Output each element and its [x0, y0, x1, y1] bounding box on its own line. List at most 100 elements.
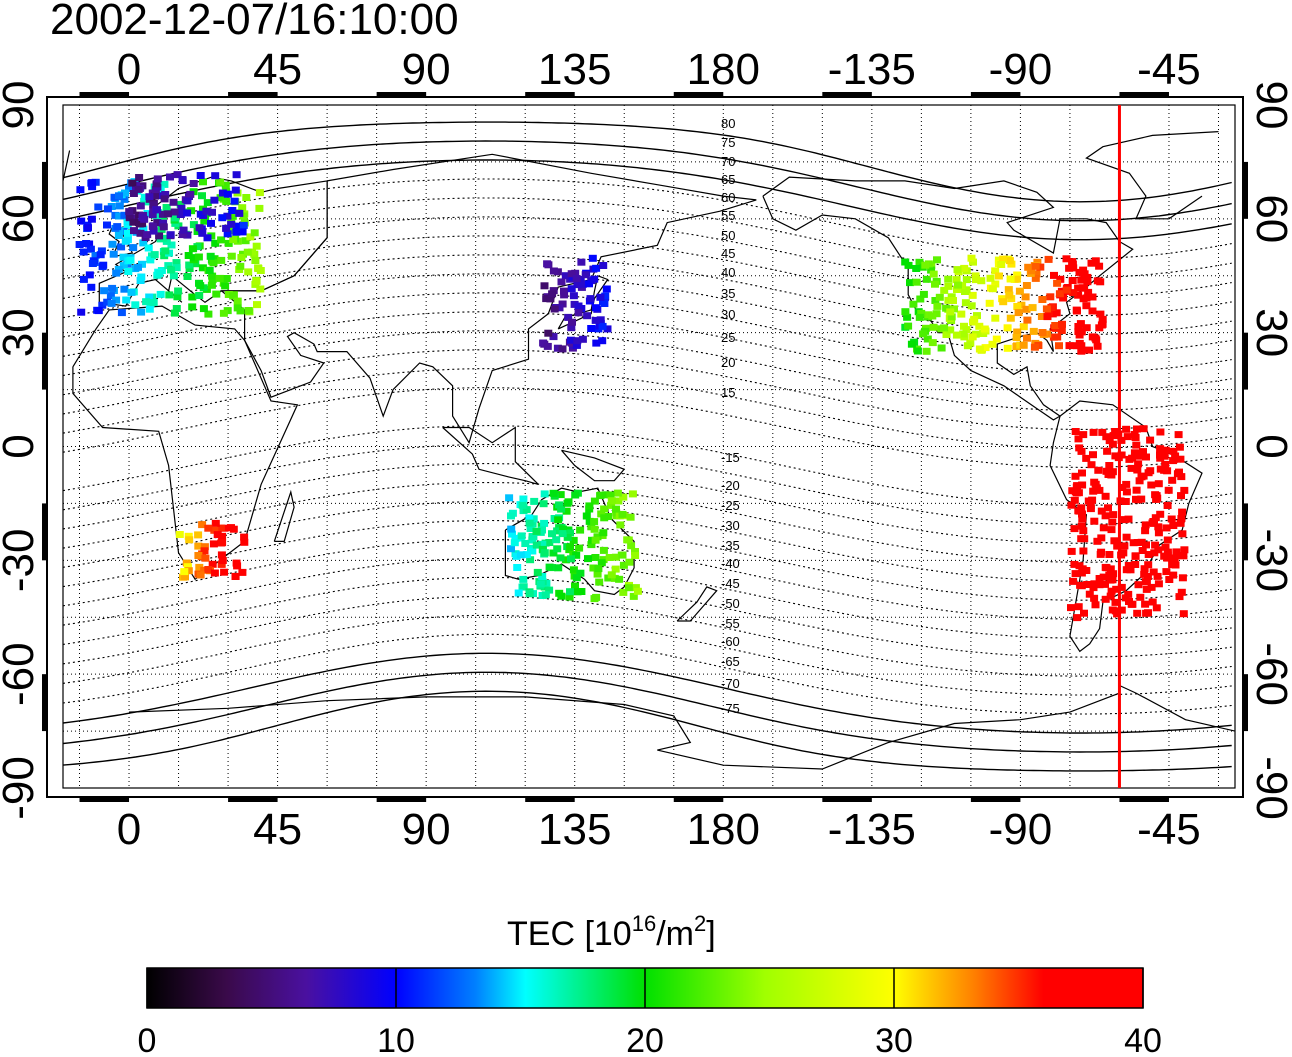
- tec-point: [1144, 551, 1153, 558]
- tec-point: [240, 538, 249, 546]
- coastline-antarctica: [128, 684, 1235, 770]
- contour-line: [63, 311, 1232, 393]
- tec-point: [540, 282, 549, 290]
- tec-point: [558, 300, 567, 308]
- frame-tick-left: [42, 503, 48, 561]
- tec-point: [217, 256, 226, 264]
- tec-point: [1110, 537, 1119, 545]
- tec-point: [1019, 323, 1028, 331]
- tec-point: [112, 269, 121, 277]
- tec-point: [145, 305, 154, 313]
- tec-point: [1037, 313, 1046, 320]
- tec-point: [178, 176, 187, 183]
- frame-tick-top: [1119, 92, 1169, 98]
- contour-line: [63, 519, 1232, 601]
- tec-point: [146, 256, 155, 264]
- tec-point: [922, 275, 931, 283]
- tec-point: [1089, 451, 1097, 459]
- frame-tick-left: [42, 674, 48, 732]
- tec-point: [1169, 457, 1178, 465]
- tec-point: [587, 541, 596, 549]
- frame-tick-top: [822, 92, 872, 98]
- tec-point: [117, 309, 126, 317]
- tec-point: [1168, 476, 1177, 484]
- tec-point: [1055, 290, 1064, 298]
- tec-point: [210, 569, 219, 577]
- tec-point: [216, 524, 225, 532]
- tec-point: [156, 192, 165, 200]
- tec-point: [148, 222, 157, 230]
- tec-point: [91, 252, 100, 259]
- tec-point: [611, 553, 620, 561]
- tec-point: [1167, 515, 1176, 523]
- tec-point: [1117, 551, 1126, 559]
- tec-point: [1175, 468, 1183, 476]
- tec-point: [947, 293, 956, 301]
- tec-point: [151, 192, 159, 200]
- tec-point: [999, 255, 1008, 263]
- tec-point: [1154, 523, 1163, 531]
- tec-point: [530, 497, 539, 505]
- tec-point: [119, 262, 128, 270]
- tec-point: [233, 297, 242, 305]
- tec-point: [182, 559, 191, 567]
- tec-point: [1142, 453, 1150, 461]
- tec-point: [244, 307, 253, 314]
- tec-point: [1163, 502, 1172, 509]
- tec-point: [175, 531, 184, 538]
- tec-point: [184, 252, 193, 259]
- tec-point: [244, 268, 253, 276]
- tec-point: [567, 555, 575, 563]
- tec-point: [185, 261, 194, 269]
- tec-point: [203, 199, 212, 207]
- tec-point: [1053, 279, 1062, 287]
- y-axis-right-labels: 90 60 30 0 -30 -60 -90: [1247, 81, 1292, 820]
- tec-point: [540, 490, 549, 498]
- tec-point: [1076, 320, 1085, 328]
- tec-point: [1093, 277, 1102, 285]
- tec-point: [1090, 580, 1099, 588]
- tec-point: [940, 286, 949, 294]
- tec-point: [975, 345, 984, 353]
- tec-point: [619, 561, 628, 569]
- tec-point: [1137, 495, 1146, 503]
- tec-point: [196, 571, 205, 579]
- contour-label: -40: [721, 556, 740, 571]
- tec-point: [152, 180, 161, 188]
- tec-point: [933, 256, 941, 264]
- tec-point: [1156, 510, 1165, 518]
- tec-point: [1084, 581, 1093, 588]
- tec-point: [1019, 341, 1028, 349]
- frame-tick-right: [1242, 503, 1248, 561]
- tec-point: [1148, 598, 1157, 606]
- tec-point: [88, 179, 97, 187]
- tec-point: [597, 510, 606, 518]
- tec-point: [563, 533, 572, 541]
- tec-point: [559, 525, 568, 533]
- frame-tick-left: [42, 332, 48, 390]
- tec-point: [1065, 342, 1074, 350]
- tec-point: [1079, 547, 1088, 555]
- frame-tick-bars: [42, 92, 1248, 802]
- contour-line: [63, 178, 1232, 260]
- tec-point: [1108, 440, 1117, 448]
- tec-point: [577, 258, 586, 266]
- tec-point: [589, 564, 598, 572]
- frame-tick-top: [79, 92, 130, 98]
- colorbar-tick-label: 20: [626, 1022, 664, 1057]
- tec-point: [581, 271, 590, 279]
- y-tick-label-left: 0: [0, 434, 43, 458]
- tec-point: [928, 339, 937, 347]
- tec-point: [1175, 593, 1184, 601]
- tec-point: [999, 298, 1008, 306]
- tec-point: [1074, 603, 1083, 611]
- tec-point: [552, 536, 561, 544]
- tec-point: [224, 239, 233, 247]
- tec-point: [922, 347, 931, 355]
- tec-point: [106, 292, 115, 300]
- tec-point: [222, 197, 231, 205]
- tec-point: [196, 210, 205, 218]
- contour-line: [63, 557, 1232, 639]
- tec-point: [1146, 436, 1155, 444]
- tec-point: [959, 330, 968, 338]
